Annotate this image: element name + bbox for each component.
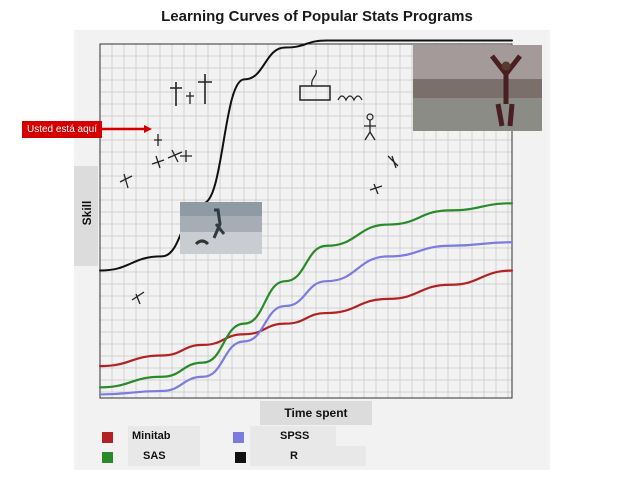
photo-victory: [413, 45, 542, 131]
series-line-spss: [98, 241, 514, 396]
legend-bg: [250, 446, 366, 466]
legend-label: SPSS: [280, 430, 310, 442]
cross-doodle: [198, 74, 212, 104]
falling-figure: [154, 134, 162, 146]
legend-label: Minitab: [132, 430, 171, 442]
chart-title: Learning Curves of Popular Stats Program…: [161, 8, 473, 25]
y-axis-label: Skill: [80, 200, 94, 226]
annotation-arrowhead: [144, 125, 152, 133]
x-axis-label-box: [260, 401, 372, 425]
falling-figure: [119, 173, 133, 189]
series-line-r: [99, 39, 513, 272]
falling-figure: [180, 150, 192, 162]
cross-doodle: [186, 92, 194, 104]
legend-swatch: [102, 432, 113, 443]
rubble-doodle: [337, 95, 363, 102]
legend-swatch: [235, 452, 246, 463]
stick-figure: [387, 155, 399, 169]
hand-drawn-doodles: [119, 69, 399, 305]
legend-swatch: [233, 432, 244, 443]
legend-label: R: [290, 450, 298, 462]
climber-figure: [131, 291, 145, 305]
train-smoke: [311, 69, 317, 87]
legend-label: SAS: [143, 450, 166, 462]
y-axis-label-box: [74, 166, 98, 266]
legend-bg: [250, 426, 336, 446]
photo-runner: [180, 202, 262, 254]
series-line-minitab: [98, 269, 514, 368]
legend-swatch: [102, 452, 113, 463]
legend-bg: [128, 426, 200, 446]
stick-figure: [369, 183, 383, 195]
falling-figure: [167, 149, 183, 163]
annotation-label: Usted está aquí: [22, 121, 102, 138]
series-line-sas: [98, 202, 514, 389]
train-doodle: [299, 85, 331, 101]
cross-doodle: [170, 82, 182, 106]
legend-bg: [128, 446, 200, 466]
falling-figure: [151, 155, 165, 169]
x-axis-label: Time spent: [284, 406, 348, 420]
stick-figure-head: [366, 113, 374, 121]
series-lines: [98, 39, 514, 396]
stick-figure: [364, 120, 376, 141]
